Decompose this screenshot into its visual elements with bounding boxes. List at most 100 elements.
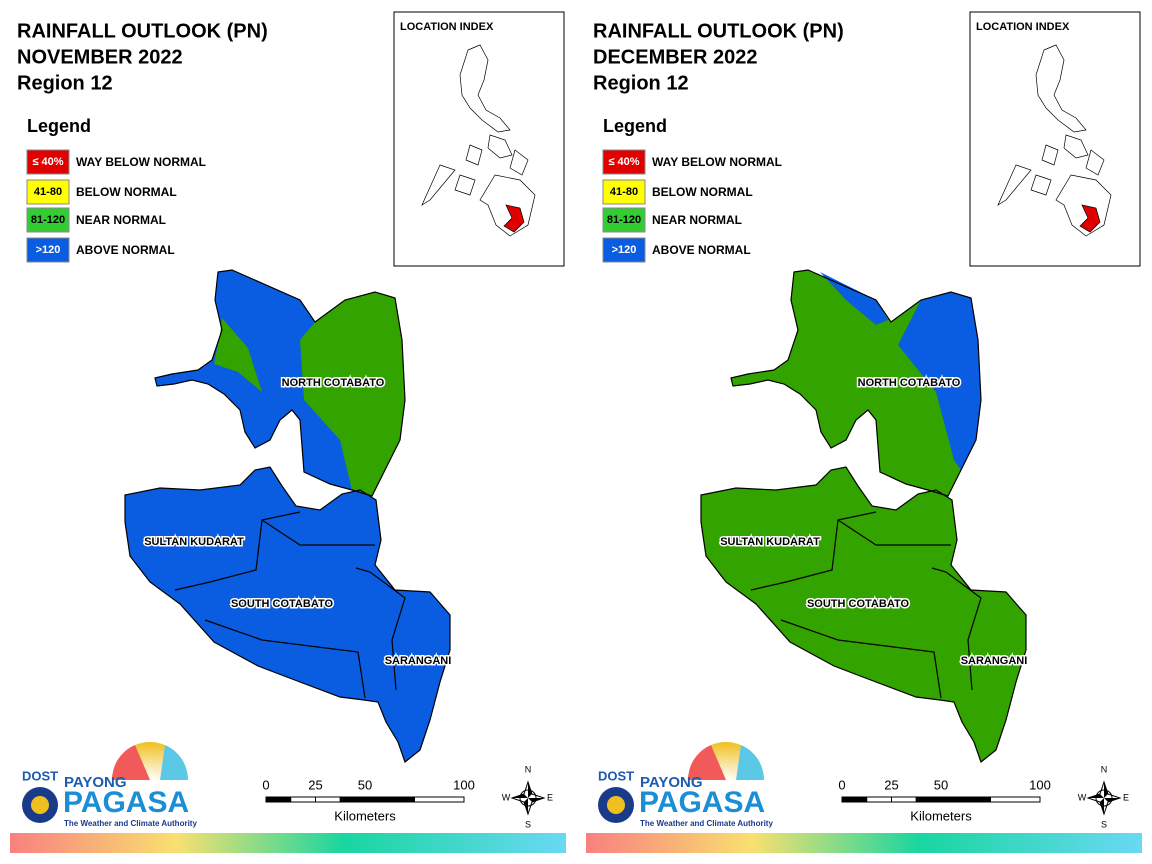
compass-star [512,782,544,814]
compass-letter: E [547,792,553,802]
legend-label: NEAR NORMAL [652,213,742,227]
legend-label: BELOW NORMAL [652,185,753,199]
logo-umbrella [687,745,726,780]
legend-swatch [26,237,70,263]
rainfall-zone [898,292,981,470]
legend-swatch [26,179,70,205]
legend-label: ABOVE NORMAL [652,243,751,257]
province-label: SARANGANI [385,655,452,667]
province-label: SOUTH COTABATO [807,598,909,610]
logo-agency: DOST [598,768,634,783]
scale-segment [315,796,341,803]
rainfall-zone [214,318,262,392]
logo-umbrella [111,745,150,780]
province-area [125,467,450,762]
legend-swatch-label: >120 [36,244,61,256]
province-outline [730,269,982,497]
island [1085,149,1105,176]
compass-letter: W [1078,792,1087,802]
province-label: NORTH COTABATO [858,377,961,389]
legend-swatch [26,207,70,233]
legend-swatch [602,237,646,263]
compass-letter: N [525,764,532,774]
legend-swatch [602,207,646,233]
legend-swatch [602,149,646,175]
island [1041,144,1059,166]
province-label: NORTH COTABATO [282,377,385,389]
rainfall-zone [820,272,888,325]
north-arrow: N E S W [502,764,553,829]
compass-letter: S [1101,819,1107,829]
logo-umbrella [736,745,765,780]
location-index-title: LOCATION INDEX [400,21,494,33]
province-boundary [931,567,982,691]
province-label: SULTAN KUDARAT [144,536,244,548]
province-label: SARANGANI [961,655,1028,667]
scale-label: 100 [453,777,475,792]
province-outline [124,466,451,763]
legend-label: ABOVE NORMAL [76,243,175,257]
province-outline [154,269,406,497]
scale-segment [339,796,366,803]
logo-brand: PAGASA [639,786,765,819]
province-boundary [837,519,951,546]
logo-tagline: The Weather and Climate Authority [640,819,773,828]
scale-label: 50 [934,777,948,792]
compass-letter: W [502,792,511,802]
island [454,174,476,196]
panel: RAINFALL OUTLOOK (PN) DECEMBER 2022 Region… [586,11,1142,853]
island [487,134,513,159]
legend-title: Legend [603,116,667,136]
location-index-title: LOCATION INDEX [976,21,1070,33]
legend-swatch-label: 41-80 [34,186,62,198]
legend-swatch-label: ≤ 40% [32,156,63,168]
title-line: NOVEMBER 2022 [17,46,183,68]
legend-swatch-label: 81-120 [607,214,641,226]
title-line: RAINFALL OUTLOOK (PN) [17,20,268,42]
province-boundary [204,619,366,699]
compass-ring [1095,789,1113,807]
scale-label: 50 [358,777,372,792]
rainfall-zone [300,292,405,496]
legend-swatch-label: 41-80 [610,186,638,198]
scale-unit: Kilometers [910,808,972,823]
title-line: RAINFALL OUTLOOK (PN) [593,20,844,42]
scale-label: 25 [308,777,322,792]
island [1030,174,1052,196]
scale-segment [414,796,465,803]
region-map [124,269,451,763]
island [459,44,511,133]
scale-segment [891,796,917,803]
legend-swatch [602,179,646,205]
scale-label: 0 [838,777,845,792]
island [465,144,483,166]
panel: RAINFALL OUTLOOK (PN) NOVEMBER 2022 Region… [10,11,566,853]
scale-unit: Kilometers [334,808,396,823]
legend-swatch-label: ≤ 40% [608,156,639,168]
province-boundary [174,511,301,591]
scale-label: 100 [1029,777,1051,792]
province-label: SOUTH COTABATO [231,598,333,610]
province-boundary [355,567,406,691]
legend-swatch-label: 81-120 [31,214,65,226]
logo-brand-top: PAYONG [64,774,127,791]
highlighted-region [503,204,525,233]
compass-letter: S [525,819,531,829]
logo-brand: PAGASA [63,786,189,819]
logo-brand-top: PAYONG [640,774,703,791]
location-map [421,44,536,237]
region-map [700,269,1027,763]
location-map [997,44,1112,237]
legend-label: WAY BELOW NORMAL [652,155,782,169]
logo-tagline: The Weather and Climate Authority [64,819,197,828]
footer-band [10,833,566,853]
scale-segment [364,796,415,803]
legend-label: NEAR NORMAL [76,213,166,227]
logo-umbrella [160,745,189,780]
island [421,164,456,206]
island [1035,44,1087,133]
scale-label: 25 [884,777,898,792]
title-line: DECEMBER 2022 [593,46,758,68]
